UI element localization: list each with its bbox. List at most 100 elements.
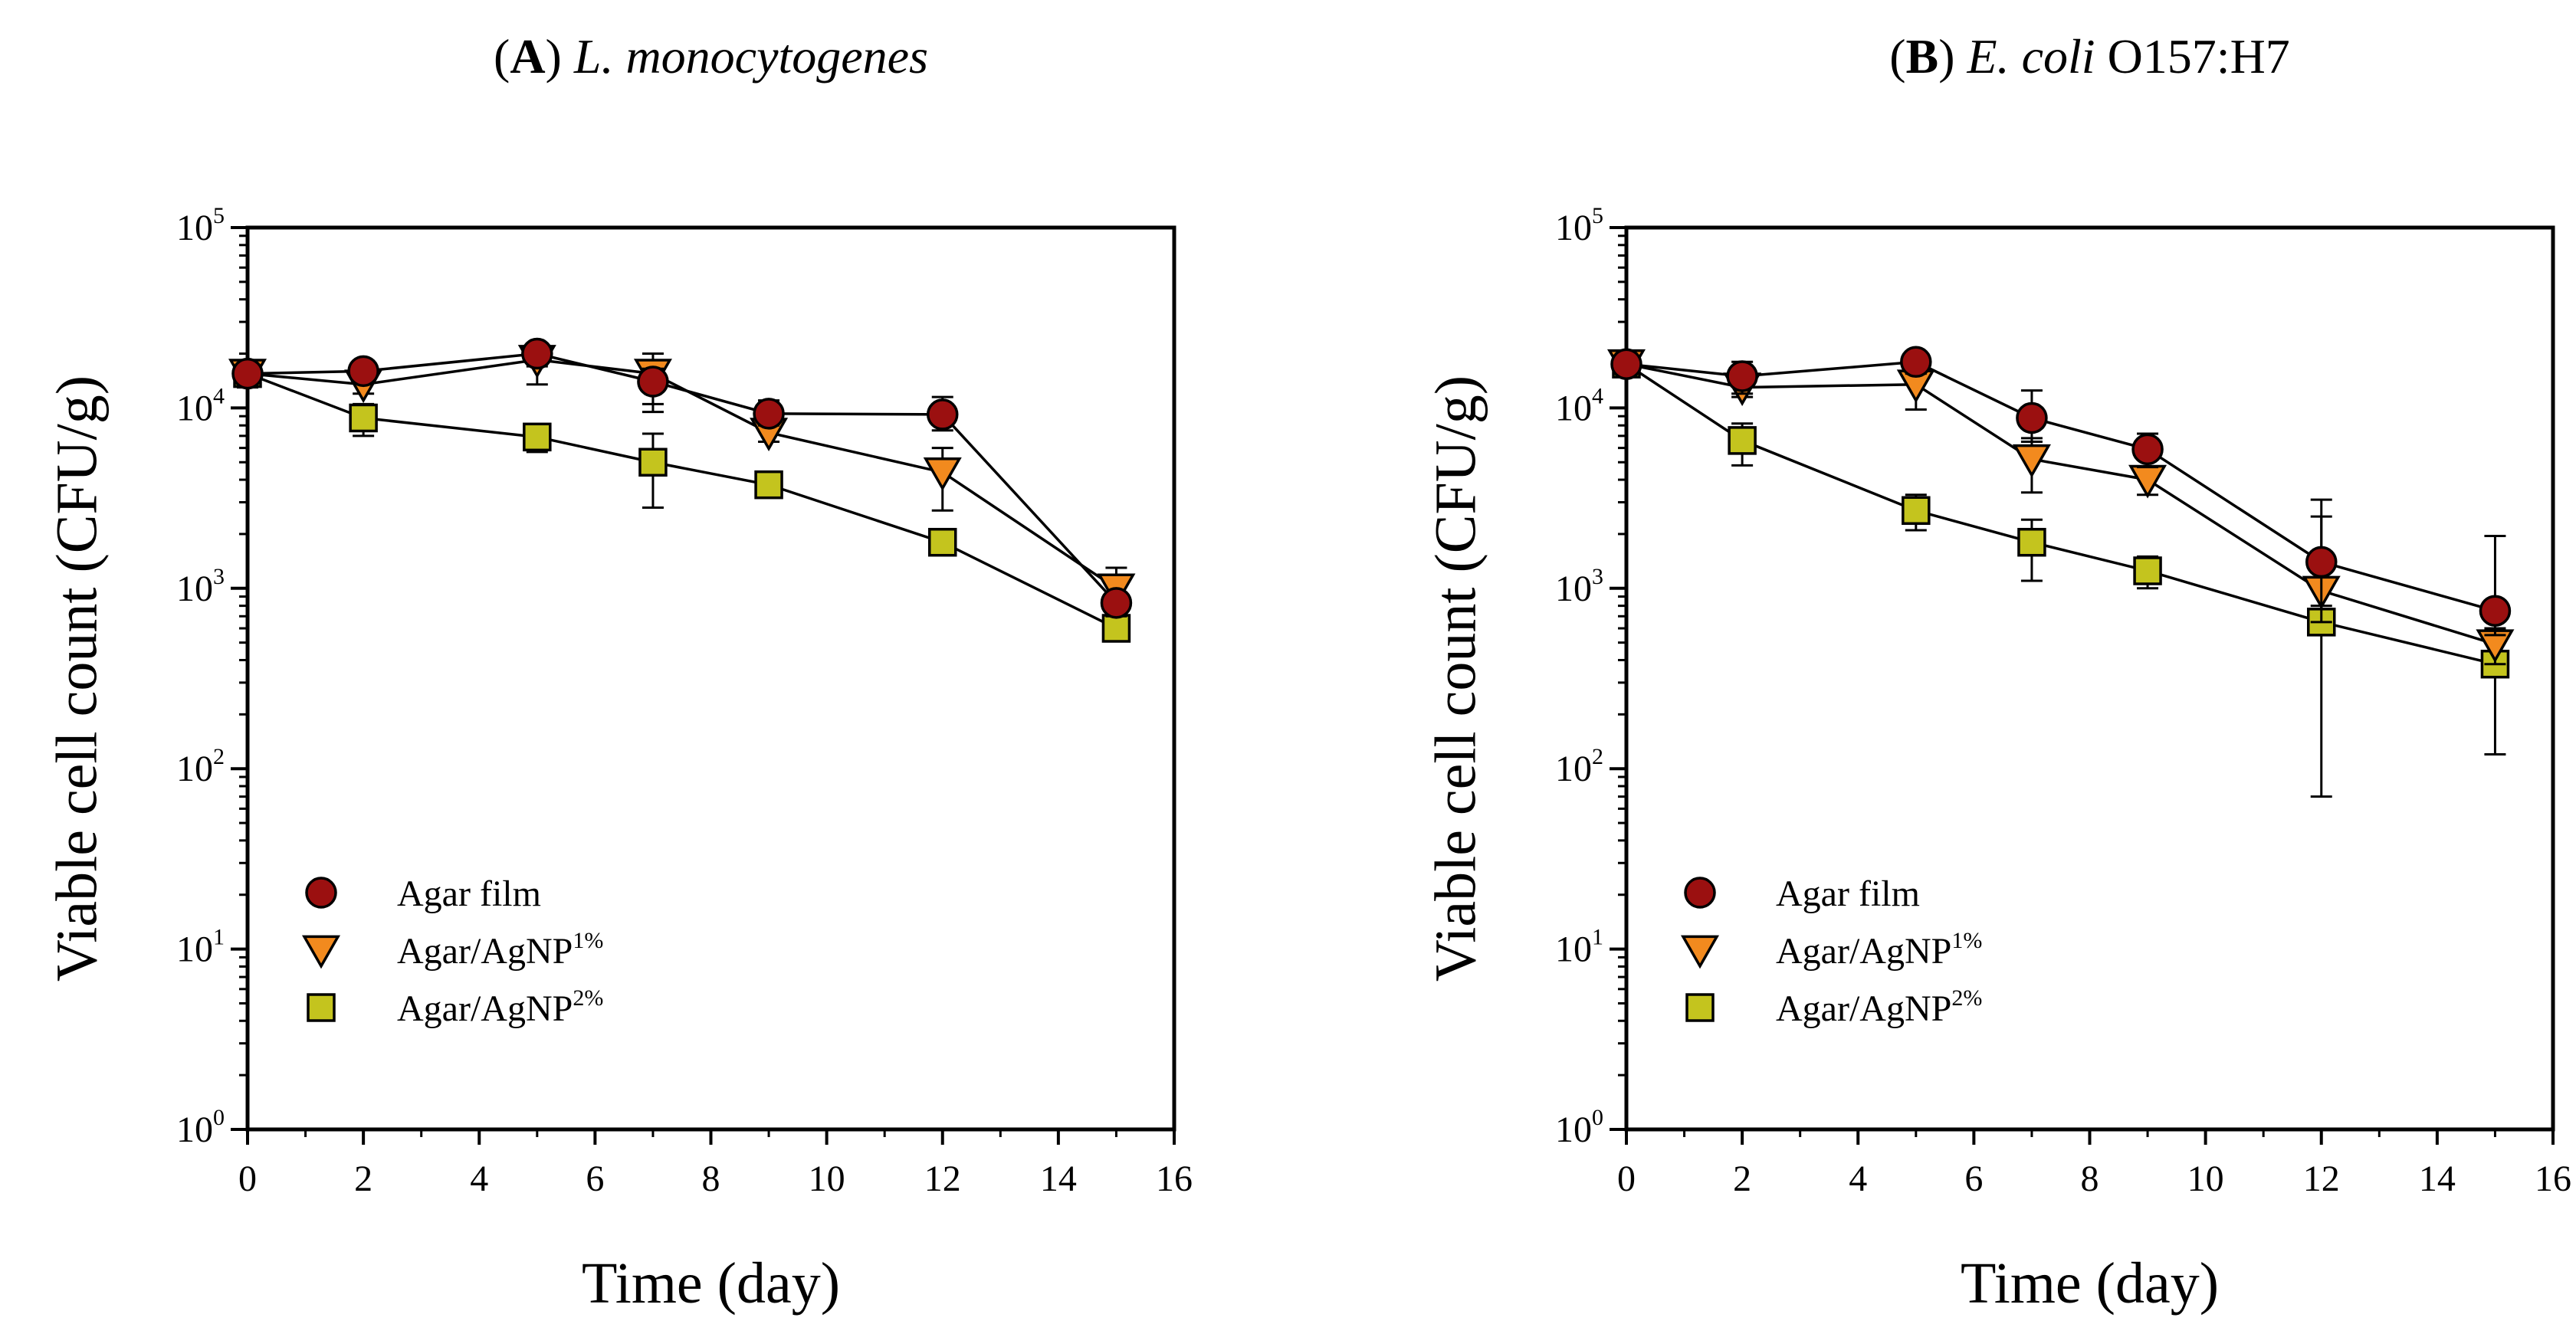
y-tick-label: 102 bbox=[176, 744, 225, 789]
legend-superscript: 2% bbox=[1951, 985, 1982, 1011]
data-point bbox=[1100, 587, 1133, 619]
y-tick-exponent: 2 bbox=[213, 744, 225, 769]
x-tick-label: 10 bbox=[2187, 1159, 2224, 1199]
chart-title: (A) L. monocytogenes bbox=[494, 29, 928, 84]
legend-item: Agar/AgNP2% bbox=[307, 985, 603, 1029]
y-tick-base: 10 bbox=[1555, 749, 1592, 789]
legend-name: Agar/AgNP bbox=[397, 931, 573, 972]
series-circle bbox=[1610, 346, 2512, 637]
y-tick-base: 10 bbox=[176, 569, 213, 609]
legend-item: Agar film bbox=[305, 873, 541, 914]
y-axis-label: Viable cell count (CFU/g) bbox=[1423, 375, 1488, 982]
x-tick-label: 6 bbox=[586, 1159, 604, 1199]
data-point bbox=[2012, 444, 2051, 478]
data-point bbox=[2131, 433, 2164, 466]
data-point bbox=[347, 355, 379, 388]
plot-frame bbox=[1624, 225, 2555, 1132]
x-tick-label: 12 bbox=[2303, 1159, 2340, 1199]
data-point bbox=[521, 337, 553, 370]
data-point bbox=[2133, 556, 2162, 585]
data-point bbox=[754, 470, 783, 500]
y-tick-base: 10 bbox=[1555, 929, 1592, 970]
legend-marker bbox=[305, 877, 337, 909]
x-axis-label: Time (day) bbox=[582, 1251, 840, 1316]
x-axis-label: Time (day) bbox=[1961, 1251, 2219, 1316]
y-tick-base: 10 bbox=[176, 929, 213, 970]
x-tick-label: 8 bbox=[702, 1159, 720, 1199]
x-tick-label: 2 bbox=[1733, 1159, 1751, 1199]
data-point bbox=[753, 398, 785, 430]
y-tick-exponent: 4 bbox=[213, 383, 225, 408]
data-point bbox=[1902, 496, 1931, 526]
data-point bbox=[2128, 464, 2167, 499]
y-axis-label: Viable cell count (CFU/g) bbox=[44, 375, 109, 982]
x-tick-label: 0 bbox=[1617, 1159, 1636, 1199]
data-point bbox=[638, 447, 668, 477]
y-tick-base: 10 bbox=[176, 1109, 213, 1150]
legend-label: Agar/AgNP1% bbox=[397, 928, 603, 972]
data-point bbox=[928, 527, 957, 557]
y-tick-label: 103 bbox=[1555, 564, 1603, 609]
title-bracket-open: ( bbox=[1889, 29, 1905, 84]
y-tick-exponent: 0 bbox=[213, 1105, 225, 1130]
x-tick-label: 4 bbox=[470, 1159, 488, 1199]
legend-item: Agar/AgNP1% bbox=[301, 928, 603, 972]
y-tick-base: 10 bbox=[1555, 569, 1592, 609]
x-tick-label: 4 bbox=[1849, 1159, 1867, 1199]
legend-item: Agar/AgNP2% bbox=[1685, 985, 1982, 1029]
data-point bbox=[1101, 614, 1131, 643]
title-bracket-close: ) bbox=[1938, 29, 1967, 84]
legend-superscript: 2% bbox=[573, 985, 603, 1011]
data-point bbox=[923, 457, 962, 491]
x-tick-label: 12 bbox=[924, 1159, 961, 1199]
legend-marker bbox=[307, 993, 336, 1022]
y-tick-label: 102 bbox=[1555, 744, 1603, 789]
data-point bbox=[1728, 426, 1757, 455]
y-tick-label: 105 bbox=[1555, 203, 1603, 248]
x-tick-label: 0 bbox=[238, 1159, 257, 1199]
y-tick-label: 100 bbox=[1555, 1105, 1603, 1150]
y-tick-label: 100 bbox=[176, 1105, 225, 1150]
y-tick-exponent: 2 bbox=[1592, 744, 1603, 769]
title-bracket-open: ( bbox=[494, 29, 510, 84]
y-tick-exponent: 1 bbox=[1592, 925, 1603, 950]
data-point bbox=[2016, 402, 2048, 434]
legend-label: Agar film bbox=[1776, 873, 1920, 914]
data-point bbox=[2305, 546, 2338, 579]
y-tick-base: 10 bbox=[1555, 208, 1592, 248]
x-tick-label: 14 bbox=[2419, 1159, 2456, 1199]
title-letter: A bbox=[510, 29, 545, 84]
title-strain: O157:H7 bbox=[2095, 29, 2290, 84]
y-tick-label: 101 bbox=[176, 925, 225, 970]
y-tick-label: 101 bbox=[1555, 925, 1603, 970]
data-point bbox=[523, 422, 552, 452]
data-point bbox=[1726, 360, 1758, 392]
title-organism: L. monocytogenes bbox=[573, 29, 928, 84]
x-tick-label: 8 bbox=[2081, 1159, 2099, 1199]
series-square bbox=[233, 359, 1131, 643]
legend-label: Agar/AgNP2% bbox=[1776, 985, 1982, 1029]
y-tick-exponent: 5 bbox=[1592, 203, 1603, 228]
data-point bbox=[349, 403, 378, 433]
y-tick-base: 10 bbox=[176, 208, 213, 248]
y-tick-label: 103 bbox=[176, 564, 225, 609]
y-tick-base: 10 bbox=[1555, 388, 1592, 428]
title-organism: E. coli bbox=[1967, 29, 2095, 84]
y-tick-base: 10 bbox=[176, 749, 213, 789]
series-line bbox=[1626, 362, 2496, 646]
series-circle bbox=[231, 337, 1133, 619]
legend-superscript: 1% bbox=[573, 928, 603, 953]
chart-title: (B) E. coli O157:H7 bbox=[1889, 29, 2290, 84]
title-letter: B bbox=[1906, 29, 1939, 84]
legend-label: Agar/AgNP2% bbox=[397, 985, 603, 1029]
data-point bbox=[231, 357, 264, 390]
y-tick-base: 10 bbox=[1555, 1109, 1592, 1150]
series-line bbox=[1626, 360, 2496, 612]
legend-name: Agar/AgNP bbox=[1776, 988, 1951, 1029]
y-tick-exponent: 1 bbox=[213, 925, 225, 950]
y-tick-exponent: 3 bbox=[213, 564, 225, 589]
series-line bbox=[247, 352, 1117, 605]
